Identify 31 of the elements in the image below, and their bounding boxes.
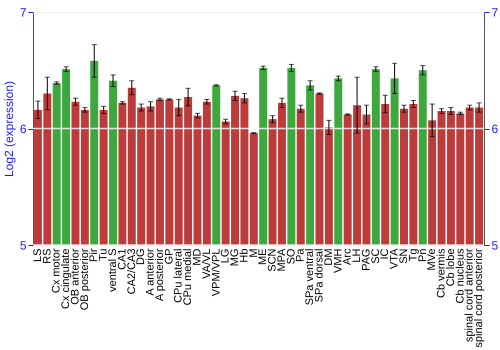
x-tick-label: SN [398,248,410,264]
y-tick-label: 6 [20,122,27,136]
x-tick-label: Tg [407,248,420,262]
x-tick-label: LS [32,248,44,262]
x-tick-label: Pa [294,248,307,262]
x-tick-label: spinal cord posterior [473,248,486,348]
x-tick-label: CA1 [116,248,128,270]
x-tick-label: IC [379,248,392,260]
x-tick-label: DG [135,248,148,265]
x-tick-label: Pir [88,248,100,262]
x-tick-label: Arc [342,248,354,265]
y-axis-title: Log2 (expression) [2,80,16,178]
x-tick-label: PAG [360,248,372,271]
x-tick-label: Cb lobe [444,248,457,286]
x-tick-label: MVe [426,248,438,271]
x-tick-label: Cb nucleus [454,248,466,304]
x-tick-label: VMH [332,248,344,273]
x-tick-label: VA/VL [200,248,213,279]
x-tick-label: RS [41,248,54,264]
x-tick-label: SO [285,248,298,264]
y2-tick-label: 5 [492,238,498,252]
x-tick-label: GP [163,248,176,264]
y2-tick-label: 7 [492,6,498,20]
y-tick-label: 5 [20,238,27,252]
x-tick-label: OB anterior [69,248,82,305]
x-tick-label: Hb [238,248,250,263]
x-tick-label: spinal cord anterior [464,248,476,342]
y2-tick-label: 6 [492,122,498,136]
x-tick-label: OB posterior [78,248,91,310]
x-tick-label: M [248,248,260,258]
y-tick-label: 7 [20,6,27,20]
